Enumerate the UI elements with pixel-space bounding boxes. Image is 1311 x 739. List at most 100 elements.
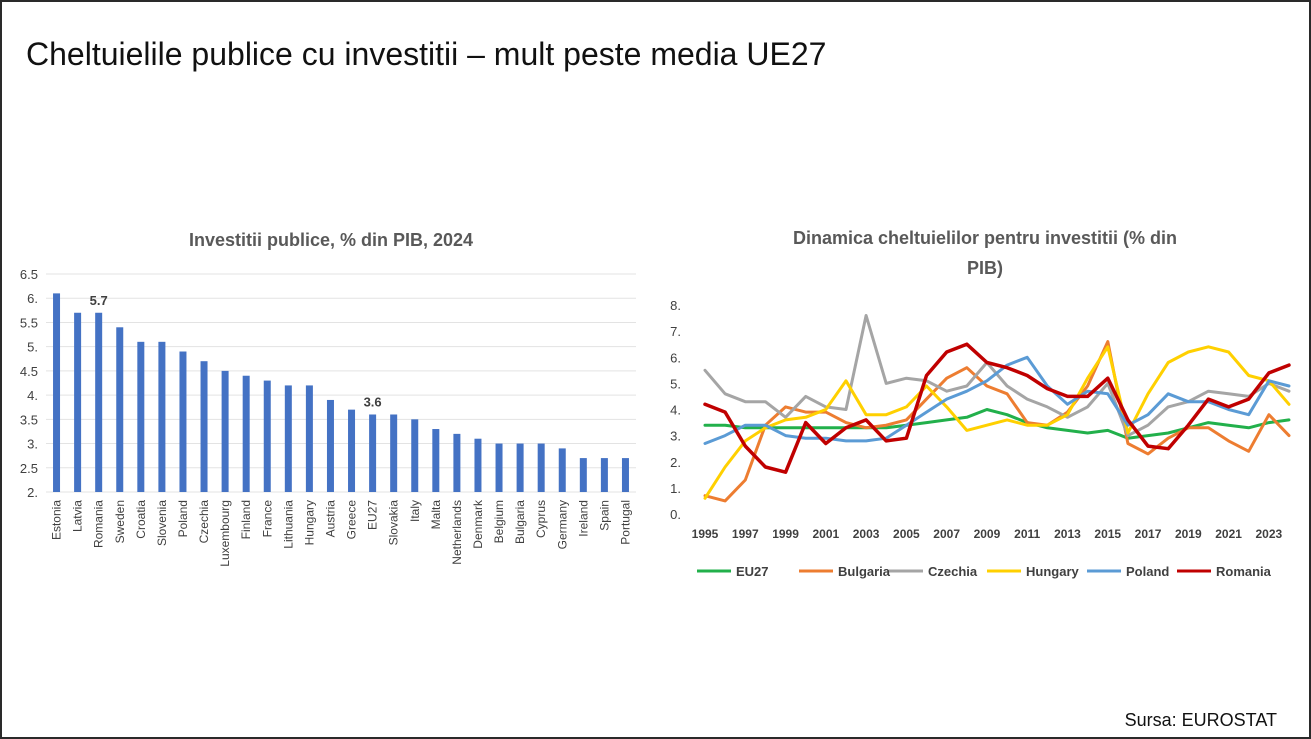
bar-y-tick-label: 3.5	[20, 412, 38, 427]
bar-x-tick-label: Spain	[597, 500, 611, 531]
bar-x-tick-label: Slovakia	[387, 500, 401, 546]
bar-y-tick-label: 4.5	[20, 364, 38, 379]
bar-y-tick-label: 3.	[27, 437, 38, 452]
line-x-tick-label: 2019	[1175, 527, 1202, 541]
line-x-tick-label: 2021	[1215, 527, 1242, 541]
bar-x-tick-label: Portugal	[618, 500, 632, 545]
bar	[495, 443, 503, 492]
bar-x-tick-label: Croatia	[134, 500, 148, 539]
bar-y-tick-label: 5.	[27, 340, 38, 355]
bar	[158, 341, 166, 492]
bar-x-tick-label: Austria	[323, 500, 337, 538]
bar-x-tick-label: France	[260, 500, 274, 538]
bar-x-tick-label: Italy	[408, 500, 422, 522]
slide-title: Cheltuielile publice cu investitii – mul…	[26, 36, 827, 72]
bar	[369, 414, 377, 492]
line-chart-panel: Dinamica cheltuielilor pentru investitii…	[657, 209, 1297, 597]
bar-y-tick-label: 2.	[27, 485, 38, 500]
line-y-tick-label: 6.	[670, 350, 681, 365]
bar-x-tick-label: Cyprus	[534, 500, 548, 538]
bar	[221, 370, 229, 492]
bar-x-tick-label: Greece	[345, 500, 359, 540]
line-x-tick-label: 2023	[1256, 527, 1283, 541]
bar-y-tick-label: 5.5	[20, 315, 38, 330]
bar-x-tick-label: Netherlands	[450, 500, 464, 565]
legend-label-hungary: Hungary	[1026, 564, 1080, 579]
bar	[284, 385, 292, 492]
bar	[263, 380, 271, 492]
bar	[137, 341, 145, 492]
bar-x-tick-label: Lithuania	[281, 500, 295, 549]
bar	[348, 409, 356, 492]
line-chart: Dinamica cheltuielilor pentru investitii…	[670, 228, 1291, 579]
source-note: Sursa: EUROSTAT	[1124, 710, 1277, 730]
legend-label-czechia: Czechia	[928, 564, 978, 579]
line-x-tick-label: 1999	[772, 527, 799, 541]
bar-x-tick-label: Luxembourg	[218, 500, 232, 567]
series-line-romania	[703, 342, 1291, 474]
bar-x-tick-label: Latvia	[71, 500, 85, 532]
bar-x-tick-label: Hungary	[302, 500, 316, 545]
line-x-tick-label: 1997	[732, 527, 759, 541]
bar-x-tick-label: Germany	[555, 500, 569, 549]
line-x-tick-label: 2003	[853, 527, 880, 541]
bar	[621, 458, 629, 492]
bar-x-tick-label: Poland	[176, 500, 190, 537]
bar	[242, 375, 250, 492]
line-y-tick-label: 8.	[670, 298, 681, 313]
legend-label-eu27: EU27	[736, 564, 769, 579]
bar-x-tick-label: Ireland	[576, 500, 590, 537]
bar-x-tick-label: Denmark	[471, 499, 485, 549]
bar-x-tick-label: EU27	[366, 500, 380, 530]
bar	[558, 448, 566, 492]
bar	[600, 458, 608, 492]
line-y-tick-label: 1.	[670, 481, 681, 496]
bar	[537, 443, 545, 492]
bar	[432, 429, 440, 492]
bar-y-tick-label: 2.5	[20, 461, 38, 476]
bar-chart-panel: Investitii publice, % din PIB, 2024 2. 2.5…	[12, 209, 650, 597]
bar-x-tick-label: Estonia	[50, 500, 64, 540]
bar	[200, 361, 208, 492]
line-y-tick-label: 4.	[670, 403, 681, 418]
line-chart-title: Dinamica cheltuielilor pentru investitii…	[793, 228, 1177, 248]
bar	[453, 433, 461, 492]
bar	[95, 312, 103, 492]
line-x-tick-label: 2015	[1094, 527, 1121, 541]
bar-chart-title: Investitii publice, % din PIB, 2024	[189, 230, 473, 250]
line-x-tick-label: 2001	[812, 527, 839, 541]
line-y-tick-label: 3.	[670, 429, 681, 444]
line-y-tick-label: 0.	[670, 507, 681, 522]
bar	[516, 443, 524, 492]
bar	[179, 351, 187, 492]
bar-x-tick-label: Malta	[429, 500, 443, 530]
bar-x-tick-label: Finland	[239, 500, 253, 539]
bar	[74, 312, 82, 492]
bar	[116, 327, 124, 492]
series-line-poland	[703, 355, 1291, 445]
bar-x-tick-label: Slovenia	[155, 500, 169, 546]
bar	[579, 458, 587, 492]
line-x-tick-label: 2005	[893, 527, 920, 541]
bar	[411, 419, 419, 492]
legend-label-poland: Poland	[1126, 564, 1169, 579]
bar-x-tick-label: Bulgaria	[513, 500, 527, 544]
line-x-tick-label: 2007	[933, 527, 960, 541]
bar-y-tick-label: 4.	[27, 388, 38, 403]
line-chart-title: PIB)	[967, 258, 1003, 278]
series-line-hungary	[703, 345, 1291, 500]
line-y-tick-label: 5.	[670, 376, 681, 391]
line-x-tick-label: 2017	[1135, 527, 1162, 541]
bar-x-tick-label: Romania	[92, 500, 106, 548]
line-y-tick-label: 2.	[670, 455, 681, 470]
bar-chart: Investitii publice, % din PIB, 2024 2. 2.5…	[20, 230, 636, 567]
line-y-tick-label: 7.	[670, 324, 681, 339]
line-x-tick-label: 2013	[1054, 527, 1081, 541]
series-line-bulgaria	[703, 340, 1291, 503]
bar-y-tick-label: 6.5	[20, 267, 38, 282]
legend-label-bulgaria: Bulgaria	[838, 564, 891, 579]
bar	[474, 438, 482, 492]
bar-x-tick-label: Czechia	[197, 500, 211, 544]
line-x-tick-label: 2011	[1014, 527, 1040, 541]
